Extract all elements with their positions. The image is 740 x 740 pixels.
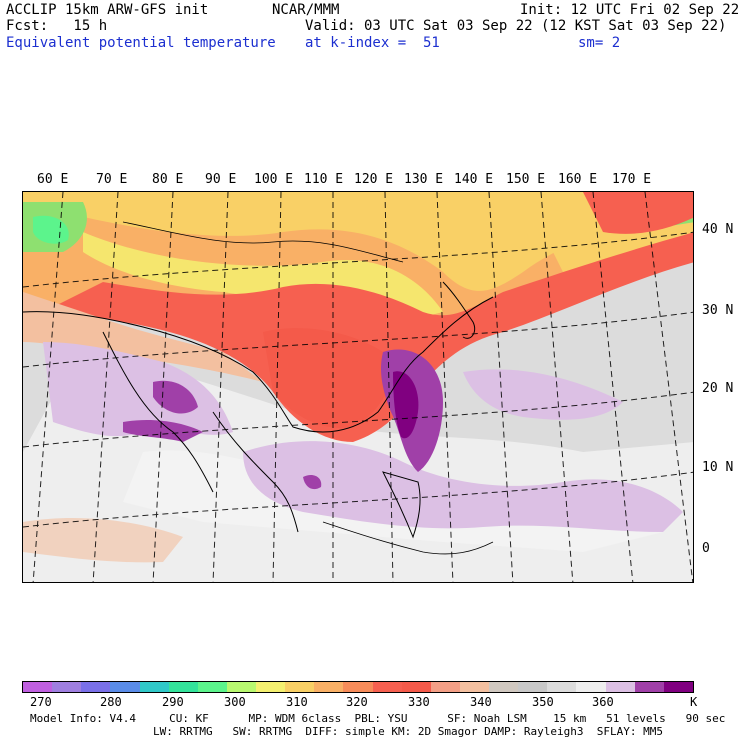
lon-label: 70 E <box>96 172 128 187</box>
header-valid-time: Valid: 03 UTC Sat 03 Sep 22 (12 KST Sat … <box>305 18 727 34</box>
colorbar-tick-label: 290 <box>162 695 184 709</box>
colorbar-tick-label: 330 <box>408 695 430 709</box>
colorbar-cell <box>634 682 664 692</box>
lat-label: 20 N <box>702 381 734 396</box>
colorbar-cell <box>52 682 82 692</box>
colorbar-cell <box>663 682 693 692</box>
colorbar-cell <box>547 682 577 692</box>
lon-label: 150 E <box>506 172 546 187</box>
colorbar-cell <box>314 682 344 692</box>
footer-physics-info: LW: RRTMG SW: RRTMG DIFF: simple KM: 2D … <box>153 725 663 738</box>
colorbar-unit: K <box>690 695 698 709</box>
colorbar-cell <box>81 682 111 692</box>
lon-label: 160 E <box>558 172 598 187</box>
colorbar-tick-label: 300 <box>224 695 246 709</box>
colorbar-cell <box>139 682 169 692</box>
colorbar-cell <box>197 682 227 692</box>
colorbar-cell <box>256 682 286 692</box>
lon-label: 170 E <box>612 172 652 187</box>
lat-label: 40 N <box>702 222 734 237</box>
colorbar-cell <box>489 682 519 692</box>
header-forecast-hour: Fcst: 15 h <box>6 18 108 34</box>
colorbar-cell <box>343 682 373 692</box>
lat-label: 10 N <box>702 460 734 475</box>
colorbar-cell <box>23 682 53 692</box>
colorbar-cell <box>401 682 431 692</box>
colorbar-cell <box>459 682 489 692</box>
colorbar-cell <box>605 682 635 692</box>
footer-model-info: Model Info: V4.4 CU: KF MP: WDM 6class P… <box>30 712 726 725</box>
lon-label: 90 E <box>205 172 237 187</box>
lon-label: 100 E <box>254 172 294 187</box>
lon-label: 130 E <box>404 172 444 187</box>
colorbar-cell <box>226 682 256 692</box>
colorbar-tick-label: 280 <box>100 695 122 709</box>
lon-label: 140 E <box>454 172 494 187</box>
colorbar-cell <box>518 682 548 692</box>
colorbar-tick-label: 310 <box>286 695 308 709</box>
header-model-title: ACCLIP 15km ARW-GFS init <box>6 2 209 18</box>
colorbar-tick-label: 320 <box>346 695 368 709</box>
colorbar-cell <box>576 682 606 692</box>
lon-label: 110 E <box>304 172 344 187</box>
lat-label: 30 N <box>702 303 734 318</box>
map-panel <box>22 191 694 583</box>
header-field-name: Equivalent potential temperature <box>6 35 276 51</box>
header-center-name: NCAR/MMM <box>272 2 340 18</box>
lat-label: 0 <box>702 541 710 556</box>
colorbar <box>22 681 694 693</box>
theta-e-field <box>23 192 693 582</box>
colorbar-tick-label: 270 <box>30 695 52 709</box>
colorbar-cell <box>372 682 402 692</box>
header-level: at k-index = 51 <box>305 35 440 51</box>
lon-label: 60 E <box>37 172 69 187</box>
colorbar-cell <box>430 682 460 692</box>
colorbar-cell <box>285 682 315 692</box>
colorbar-cell <box>168 682 198 692</box>
colorbar-tick-label: 340 <box>470 695 492 709</box>
lon-label: 80 E <box>152 172 184 187</box>
lon-label: 120 E <box>354 172 394 187</box>
header-init-time: Init: 12 UTC Fri 02 Sep 22 <box>520 2 740 18</box>
colorbar-tick-label: 360 <box>592 695 614 709</box>
header-smoothing: sm= 2 <box>578 35 621 51</box>
colorbar-cell <box>110 682 140 692</box>
colorbar-tick-label: 350 <box>532 695 554 709</box>
